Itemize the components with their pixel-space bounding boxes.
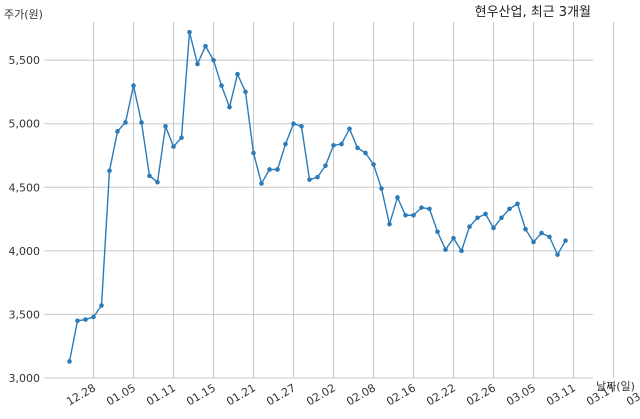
data-point — [539, 230, 544, 236]
data-point — [331, 143, 336, 148]
data-point — [475, 215, 480, 221]
data-point — [387, 221, 392, 227]
data-point — [99, 303, 104, 308]
x-tick-label: 01.05 — [104, 381, 138, 408]
grid — [44, 22, 614, 379]
data-point — [179, 135, 184, 140]
data-point — [379, 186, 384, 191]
data-point — [203, 43, 208, 49]
y-tick-label: 4,500 — [9, 181, 41, 194]
data-point — [499, 215, 504, 221]
x-tick-label: 02.26 — [464, 381, 498, 408]
x-tick-label: 01.21 — [224, 381, 258, 408]
data-point — [163, 123, 168, 129]
y-axis-title: 주가(원) — [4, 8, 43, 21]
data-point — [299, 123, 304, 129]
x-axis-title: 날짜(일) — [596, 379, 635, 393]
data-point — [75, 318, 80, 324]
data-point — [123, 120, 128, 125]
data-point — [403, 212, 408, 218]
data-point — [563, 238, 568, 243]
data-point — [347, 126, 352, 132]
data-point — [355, 145, 360, 151]
data-point — [555, 252, 560, 257]
x-tick-label: 01.27 — [264, 381, 298, 408]
data-point — [363, 150, 368, 156]
data-point — [515, 201, 520, 207]
y-tick-label: 4,000 — [9, 245, 41, 258]
data-point — [251, 150, 256, 156]
data-point — [395, 195, 400, 200]
y-tick-label: 3,500 — [9, 308, 41, 321]
chart-title: 현우산업, 최근 3개월 — [475, 5, 591, 20]
data-point — [195, 61, 200, 67]
data-point — [435, 229, 440, 235]
data-point — [131, 83, 136, 88]
data-point — [467, 224, 472, 229]
x-axis-ticks: 12.28 01.05 01.11 01.15 01.21 01.27 02.02 02.08… — [64, 381, 640, 408]
data-point — [83, 317, 88, 322]
data-point — [315, 174, 320, 180]
y-tick-label: 5,000 — [9, 118, 41, 131]
data-point — [115, 129, 120, 134]
x-tick-label: 03.05 — [504, 381, 538, 408]
data-point — [523, 226, 528, 232]
data-point — [507, 206, 512, 212]
data-point — [259, 181, 264, 186]
data-point — [419, 205, 424, 210]
data-point — [531, 239, 536, 245]
x-tick-label: 03.11 — [544, 381, 578, 408]
data-point — [243, 89, 248, 95]
data-point — [443, 247, 448, 252]
data-point — [187, 29, 192, 35]
data-point — [235, 71, 240, 77]
data-point — [483, 211, 488, 217]
x-tick-label: 12.28 — [64, 381, 98, 408]
data-point — [227, 104, 232, 110]
y-tick-label: 3,000 — [9, 372, 41, 385]
series-line — [68, 31, 567, 362]
data-point — [491, 225, 496, 231]
x-tick-label: 01.11 — [144, 381, 178, 408]
data-point — [91, 314, 96, 320]
data-point — [307, 177, 312, 182]
data-point — [107, 168, 112, 174]
data-point — [371, 162, 376, 167]
data-point — [291, 121, 296, 127]
data-point — [267, 167, 272, 172]
data-points — [67, 29, 568, 364]
data-point — [459, 248, 464, 254]
x-tick-label: 02.16 — [384, 381, 418, 408]
data-point — [283, 141, 288, 147]
data-point — [155, 179, 160, 185]
data-point — [147, 173, 152, 179]
data-point — [451, 235, 456, 241]
data-point — [323, 163, 328, 168]
data-point — [411, 212, 416, 218]
x-tick-label: 01.15 — [184, 381, 218, 408]
data-point — [219, 83, 224, 88]
y-tick-label: 5,500 — [9, 54, 41, 67]
data-point — [139, 120, 144, 125]
data-point — [171, 144, 176, 149]
x-tick-label: 02.22 — [424, 381, 458, 408]
data-point — [427, 206, 432, 212]
x-tick-label: 02.02 — [304, 381, 338, 408]
data-point — [275, 167, 280, 172]
x-tick-label: 02.08 — [344, 381, 378, 408]
data-point — [339, 141, 344, 147]
y-axis-ticks: 3,000 3,500 4,000 4,500 5,000 5,500 — [9, 54, 41, 385]
data-point — [211, 57, 216, 63]
data-point — [547, 234, 552, 240]
data-point — [67, 359, 72, 364]
